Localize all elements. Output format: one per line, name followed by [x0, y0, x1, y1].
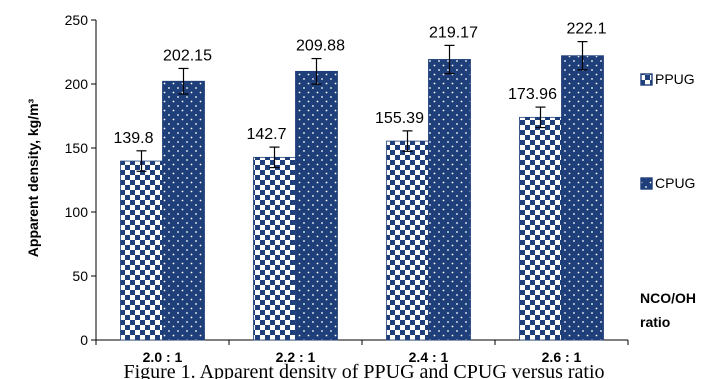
y-tick-label: 100 — [65, 204, 89, 220]
data-labels: 139.8 142.7 155.39 173.96 202.15 209.88 219.17… — [113, 21, 606, 147]
x-axis: 2.0 : 1 2.2 : 1 2.4 : 1 2.6 : 1 — [95, 339, 629, 365]
bar-ppug — [386, 140, 429, 341]
legend: PPUG CPUG — [640, 71, 695, 191]
x-tick-label: 2.6 : 1 — [542, 349, 582, 365]
data-label-cpug: 222.1 — [566, 21, 606, 38]
bar-cpug — [162, 80, 205, 341]
legend-label-ppug: PPUG — [655, 71, 695, 87]
y-axis: 0 50 100 150 200 250 — [65, 12, 97, 348]
data-label-cpug: 209.88 — [296, 38, 345, 55]
x-tick-label: 2.4 : 1 — [409, 349, 449, 365]
y-tick-label: 150 — [65, 140, 89, 156]
bar-cpug — [295, 70, 338, 341]
bar-ppug — [120, 160, 163, 341]
x-axis-label-line1: NCO/OH — [640, 290, 696, 306]
bar-ppug — [519, 116, 562, 341]
bar-cpug — [561, 55, 604, 341]
y-tick-label: 250 — [65, 12, 89, 28]
bar-cpug — [428, 59, 471, 341]
data-label-ppug: 173.96 — [508, 86, 557, 103]
y-axis-label: Apparent density, kg/m³ — [25, 98, 41, 257]
data-label-cpug: 202.15 — [163, 47, 212, 64]
data-label-ppug: 142.7 — [246, 126, 286, 143]
y-tick-label: 0 — [80, 332, 88, 348]
x-axis-label-line2: ratio — [640, 314, 670, 330]
data-label-ppug: 139.8 — [113, 130, 153, 147]
data-label-cpug: 219.17 — [429, 24, 478, 41]
bar-ppug — [253, 156, 296, 341]
legend-label-cpug: CPUG — [655, 175, 695, 191]
figure-caption: Figure 1. Apparent density of PPUG and C… — [123, 361, 604, 379]
x-tick-label: 2.2 : 1 — [276, 349, 316, 365]
legend-swatch-ppug — [640, 73, 653, 86]
y-tick-label: 50 — [72, 268, 88, 284]
data-label-ppug: 155.39 — [375, 110, 424, 127]
bars — [120, 41, 604, 341]
legend-swatch-cpug — [640, 177, 653, 190]
x-tick-label: 2.0 : 1 — [143, 349, 183, 365]
y-tick-label: 200 — [65, 76, 89, 92]
